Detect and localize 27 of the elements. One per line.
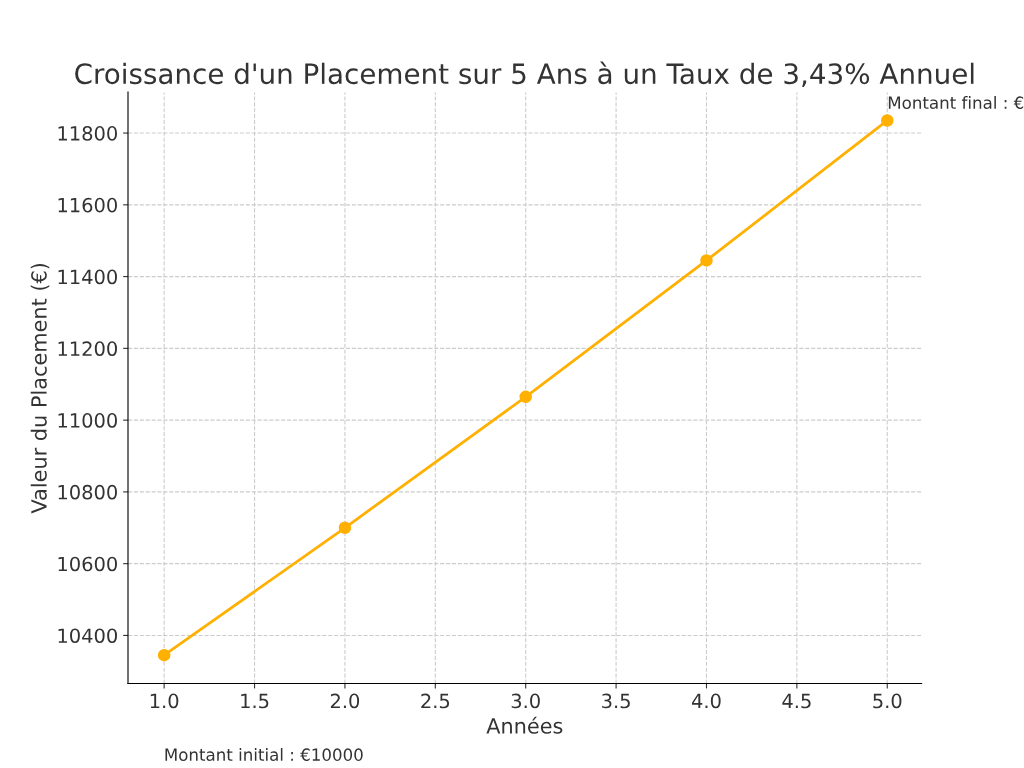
x-tick-label: 1.5 <box>241 693 269 709</box>
x-axis-title: Années <box>486 716 563 734</box>
x-tick-label: 3.5 <box>602 693 630 709</box>
y-tick-label: 11000 <box>58 413 117 428</box>
x-tick-label: 4.5 <box>782 693 811 709</box>
y-tick-label: 11600 <box>58 197 117 213</box>
x-tick-label: 5.0 <box>873 693 902 709</box>
point <box>338 521 352 535</box>
y-tick-label: 11400 <box>58 269 117 285</box>
y-tick-label: 10400 <box>58 628 117 644</box>
text: Montant initial : €10000 <box>165 748 363 761</box>
point <box>881 114 894 127</box>
x-tick-label: 1.0 <box>150 693 179 709</box>
point <box>157 648 171 662</box>
y-axis-title: Valeur du Placement (€) <box>30 263 50 514</box>
x-tick-label: 2.5 <box>421 693 450 709</box>
y-tick-label: 11800 <box>58 126 117 141</box>
point <box>700 254 713 267</box>
x-tick-label: 4.0 <box>691 693 721 709</box>
x-tick-label: 2.0 <box>330 693 360 709</box>
y-tick-label: 10600 <box>58 556 117 572</box>
y-tick-label: 10800 <box>58 484 117 500</box>
annotation: Montant final : € <box>888 96 1024 109</box>
y-tick-label: 11200 <box>58 341 117 357</box>
chart-title: Croissance d'un Placement sur 5 Ans à un Taux de 3,43% Annuel <box>75 61 974 88</box>
point <box>519 390 532 404</box>
x-tick-label: 3.0 <box>511 693 540 709</box>
